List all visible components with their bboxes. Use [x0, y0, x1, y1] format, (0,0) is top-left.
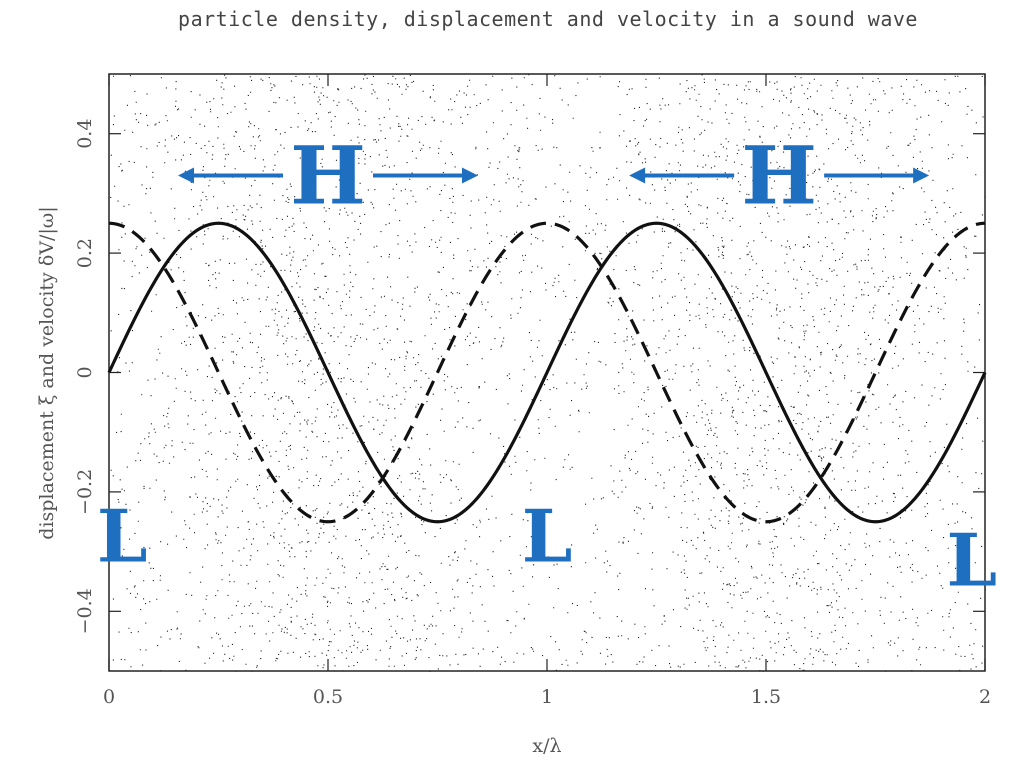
- y-tick-label: 0: [74, 366, 96, 378]
- left-arrow-icon: [629, 167, 646, 184]
- y-axis-label: displacement ξ and velocity δV/|ω|: [36, 206, 58, 539]
- low-density-label: L: [522, 494, 573, 579]
- high-density-label: H: [290, 128, 366, 222]
- x-tick-label: 2: [979, 686, 991, 708]
- x-tick-label: 1.5: [751, 686, 781, 708]
- y-tick-label: −0.4: [74, 588, 96, 634]
- left-arrow-icon: [178, 167, 194, 184]
- right-arrow-icon: [462, 167, 478, 184]
- x-tick-label: 1: [541, 686, 553, 708]
- low-density-label: L: [97, 494, 148, 579]
- x-tick-label: 0.5: [313, 686, 343, 708]
- hl-annotations: H H L L L: [97, 128, 997, 602]
- data-series: [107, 221, 987, 524]
- low-density-label: L: [947, 518, 998, 603]
- series-line-solid: [107, 221, 987, 524]
- right-arrow-icon: [913, 167, 930, 184]
- x-axis-label: x/λ: [532, 735, 561, 757]
- y-tick-label: 0.2: [74, 238, 96, 268]
- x-tick-label: 0: [103, 686, 115, 708]
- y-tick-label: −0.2: [74, 469, 96, 515]
- high-density-label: H: [741, 128, 817, 222]
- chart-title: particle density, displacement and veloc…: [178, 7, 918, 31]
- series-line-dashed: [108, 221, 986, 524]
- y-tick-label: 0.4: [74, 119, 96, 149]
- axis-ticks: 0 0.5 1 1.5 2 −0.4 −0.2 0 0.2 0.4: [74, 74, 991, 708]
